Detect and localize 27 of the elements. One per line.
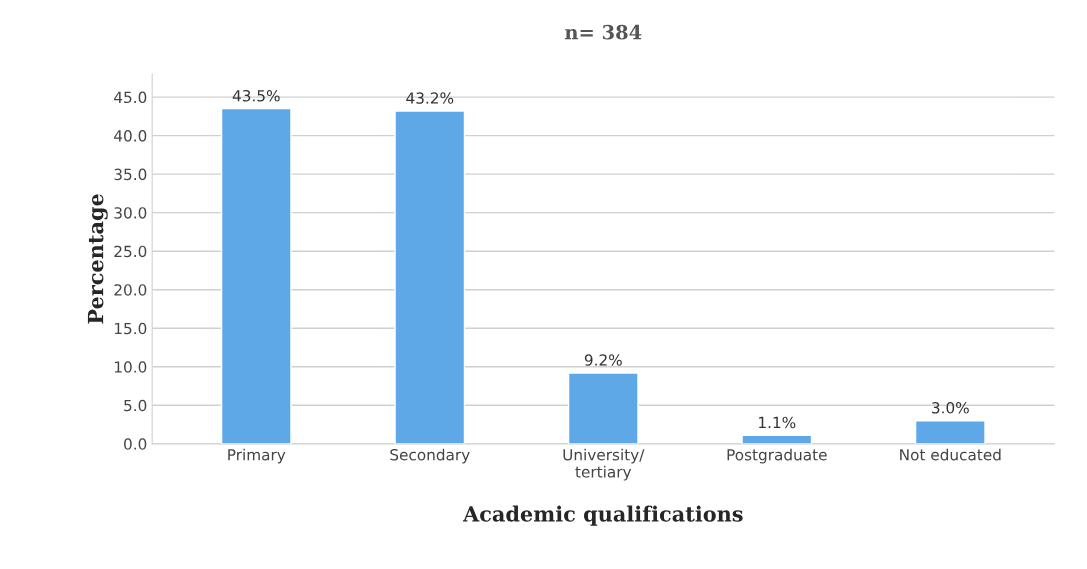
y-tick-label: 5.0 (124, 399, 147, 412)
y-tick-label: 25.0 (114, 245, 147, 258)
x-axis-title: Academic qualifications (462, 505, 743, 526)
y-axis-title: Percentage (87, 194, 108, 324)
bar (394, 110, 466, 444)
y-tick-label: 15.0 (114, 322, 147, 335)
x-tick-label: Secondary (390, 448, 470, 464)
y-tick-label: 10.0 (114, 361, 147, 373)
data-label: 43.5% (232, 89, 280, 102)
y-tick-label: 0.0 (124, 438, 147, 450)
bar (567, 372, 639, 444)
y-tick-label: 35.0 (114, 168, 147, 181)
x-tick-label: Postgraduate (727, 448, 827, 464)
y-tick-label: 40.0 (114, 130, 147, 142)
y-tick-label: 30.0 (114, 207, 147, 219)
y-tick-label: 45.0 (114, 91, 147, 104)
data-label: 1.1% (759, 416, 796, 429)
data-label: 9.2% (584, 354, 622, 366)
data-label: 43.2% (406, 92, 454, 104)
data-label: 3.0% (932, 402, 969, 414)
bar (220, 107, 292, 444)
x-tick-label: University/ tertiary (563, 448, 645, 481)
x-tick-label: Primary (228, 448, 286, 464)
chart-title: n= 384 (565, 24, 642, 40)
x-tick-label: Not educated (900, 448, 1001, 461)
bar (914, 420, 986, 444)
y-tick-label: 20.0 (114, 284, 147, 296)
